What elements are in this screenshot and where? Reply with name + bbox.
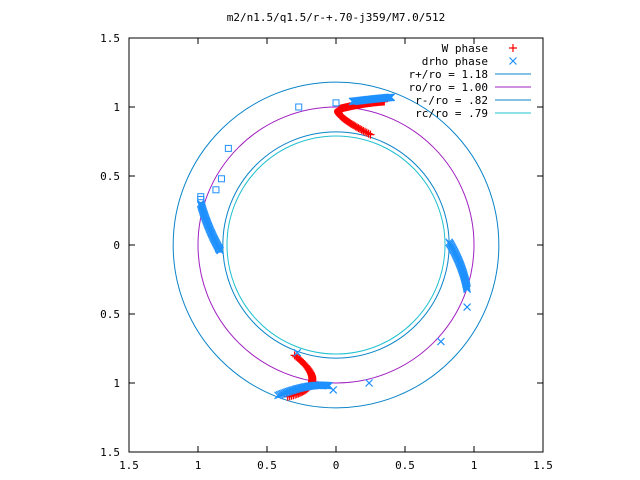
legend-label: W phase: [442, 42, 488, 55]
x-tick-label: 0.5: [395, 459, 415, 472]
drho-square-point: [212, 186, 220, 194]
drho-phase-point: [387, 93, 396, 102]
circle-0.82: [222, 131, 450, 359]
w-phase-point: [364, 129, 373, 138]
drho-square-point: [332, 99, 340, 107]
legend-label: r-/ro = .82: [415, 94, 488, 107]
x-tick-label: 1: [195, 459, 202, 472]
drho-phase-point: [290, 385, 298, 394]
w-phase-point: [366, 130, 375, 139]
x-tick-label: 0.5: [257, 459, 277, 472]
drho-phase-point: [463, 303, 472, 312]
legend-label: r+/ro = 1.18: [409, 68, 488, 81]
drho-square-point: [215, 245, 223, 253]
drho-phase-point: [287, 386, 296, 395]
drho-phase-point: [436, 337, 445, 346]
y-tick-label: 0.5: [100, 308, 120, 321]
w-phase-point: [362, 128, 371, 137]
series-points: [196, 44, 517, 401]
drho-square-point: [217, 175, 225, 183]
legend-label: drho phase: [422, 55, 488, 68]
x-tick-label: 1.5: [533, 459, 553, 472]
drho-square-point: [224, 144, 232, 152]
w-phase-point: [361, 127, 370, 136]
w-phase-point: [357, 125, 366, 134]
chart-title: m2/n1.5/q1.5/r-+.70-j359/M7.0/512: [227, 11, 446, 24]
drho-square-point: [197, 193, 205, 201]
y-tick-label: 1: [113, 377, 120, 390]
drho-phase-point: [274, 391, 282, 400]
drho-phase-point: [365, 379, 374, 387]
drho-phase-point: [463, 285, 472, 294]
x-tick-label: 1: [471, 459, 478, 472]
circle-1: [197, 106, 475, 384]
w-phase-point: [509, 44, 517, 52]
drho-phase-point: [293, 348, 302, 357]
drho-phase-point: [462, 282, 471, 291]
drho-phase-point: [509, 57, 517, 65]
y-tick-label: 1: [113, 101, 120, 114]
w-phase-point: [359, 126, 368, 135]
y-tick-label: 0.5: [100, 170, 120, 183]
drho-phase-point: [329, 385, 338, 394]
y-tick-label: 0: [113, 239, 120, 252]
drho-phase-point: [216, 246, 225, 255]
x-tick-label: 0: [333, 459, 340, 472]
legend-label: ro/ro = 1.00: [409, 81, 488, 94]
axis-ticks: 1.5 1 0.5 0 0.5 1 1.51.510.500.511.5: [100, 32, 553, 472]
drho-phase-point: [275, 390, 284, 399]
y-tick-label: 1.5: [100, 446, 120, 459]
circle-0.79: [226, 135, 446, 355]
drho-phase-point: [288, 386, 297, 395]
drho-phase-point: [462, 284, 471, 292]
x-tick-label: 1.5: [119, 459, 139, 472]
legend-label: rc/ro = .79: [415, 107, 488, 120]
y-tick-label: 1.5: [100, 32, 120, 45]
drho-square-point: [295, 103, 303, 111]
circle-1.18: [172, 81, 500, 409]
